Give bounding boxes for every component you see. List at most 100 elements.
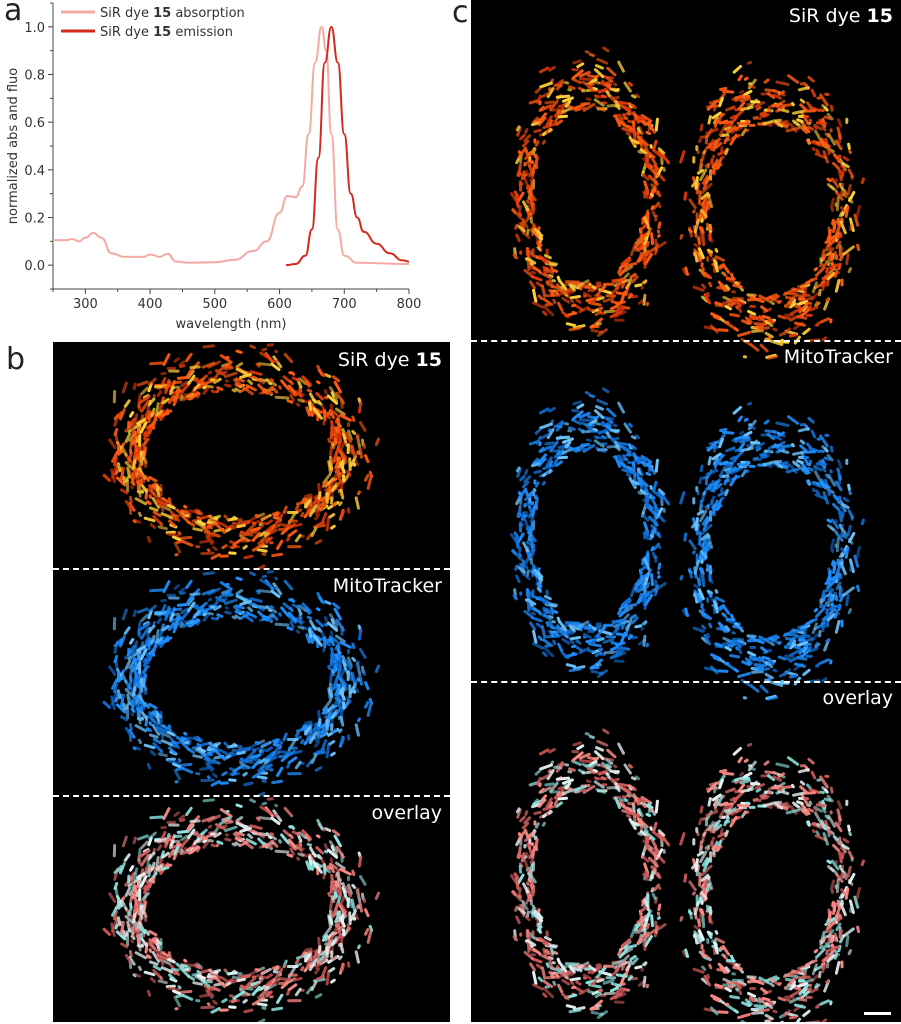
mitochondrion: [657, 562, 662, 570]
mitochondrion: [722, 133, 730, 138]
mitochondrion: [531, 957, 543, 964]
mitochondrion: [805, 313, 813, 317]
mitochondrion: [614, 99, 621, 111]
mitochondrion: [296, 629, 301, 634]
mitochondrion: [620, 256, 632, 266]
mitochondrion: [789, 643, 797, 650]
mitochondrion: [541, 794, 548, 801]
mitochondrion: [542, 103, 556, 110]
mitochondrion: [314, 539, 323, 545]
mitochondrion: [595, 436, 608, 440]
mitochondrion: [529, 175, 535, 182]
mitochondrion: [627, 102, 636, 108]
mitochondrion: [747, 309, 757, 316]
mitochondrion: [652, 480, 658, 493]
mitochondrion: [724, 284, 731, 291]
mitochondrion: [561, 992, 570, 1001]
mitochondrion: [693, 925, 701, 931]
mitochondrion: [646, 494, 650, 503]
mitochondrion: [266, 797, 274, 801]
mitochondrion: [744, 316, 753, 324]
mitochondrion: [530, 521, 534, 527]
mitochondrion: [796, 300, 809, 306]
mitochondrion: [323, 373, 332, 379]
mitochondrion: [584, 732, 590, 736]
panel-c-cell-left-2: [510, 728, 671, 1019]
mitochondrion: [613, 282, 619, 287]
mitochondrion: [724, 138, 731, 142]
mitochondrion: [339, 488, 345, 500]
mitochondrion: [792, 450, 807, 456]
mitochondrion: [701, 231, 706, 247]
mitochondrion: [259, 757, 266, 764]
mitochondrion: [346, 696, 352, 704]
mitochondrion: [768, 295, 781, 305]
mitochondrion: [730, 126, 744, 134]
mitochondrion: [113, 411, 123, 421]
mitochondrion: [609, 304, 620, 311]
mitochondrion: [134, 724, 148, 733]
mitochondrion: [115, 930, 127, 941]
mitochondrion: [192, 527, 204, 532]
mitochondrion: [839, 510, 846, 522]
mitochondrion: [136, 706, 141, 720]
mitochondrion: [151, 723, 161, 736]
mitochondrion: [820, 137, 827, 149]
mitochondrion: [236, 977, 246, 983]
mitochondrion: [121, 381, 128, 394]
mitochondrion: [165, 636, 173, 641]
mitochondrion: [148, 721, 153, 726]
mitochondrion: [766, 696, 779, 701]
mitochondrion: [149, 977, 157, 984]
mitochondrion: [637, 244, 643, 252]
mitochondrion: [763, 112, 770, 118]
mitochondrion: [556, 965, 561, 970]
panel-b-cell-1: [102, 570, 381, 798]
mitochondrion: [741, 319, 751, 325]
mitochondrion: [834, 223, 842, 238]
mitochondrion: [294, 987, 302, 997]
mitochondrion: [112, 910, 118, 921]
mitochondrion: [805, 280, 811, 285]
mitochondrion: [147, 382, 153, 393]
mitochondrion: [559, 962, 568, 973]
mitochondrion: [256, 775, 268, 780]
mitochondrion: [848, 490, 852, 496]
mitochondrion: [830, 548, 835, 553]
mitochondrion: [116, 462, 122, 472]
mitochondrion: [571, 410, 584, 421]
mitochondrion: [328, 485, 332, 492]
mitochondrion: [160, 850, 165, 859]
mitochondrion: [535, 94, 542, 104]
mitochondrion: [649, 505, 653, 510]
mitochondrion: [542, 646, 555, 658]
mitochondrion: [321, 480, 328, 488]
mitochondrion: [530, 121, 542, 127]
mitochondrion: [788, 674, 798, 679]
mitochondrion: [140, 400, 150, 413]
mitochondrion: [725, 125, 737, 133]
mitochondrion: [642, 975, 647, 988]
mitochondrion: [617, 742, 625, 755]
mitochondrion: [576, 62, 585, 69]
mitochondrion: [590, 328, 599, 333]
mitochondrion: [321, 966, 328, 978]
mitochondrion: [356, 887, 361, 898]
mitochondrion: [537, 581, 543, 588]
mitochondrion: [261, 779, 267, 783]
mitochondrion: [251, 531, 261, 542]
mitochondrion: [517, 489, 526, 500]
mitochondrion: [265, 528, 278, 533]
mitochondrion: [195, 999, 201, 1003]
mitochondrion: [342, 474, 346, 483]
mitochondrion: [745, 119, 750, 123]
mitochondrion: [127, 647, 131, 657]
mitochondrion: [324, 477, 335, 488]
mitochondrion: [626, 810, 641, 818]
mitochondrion: [339, 942, 345, 954]
mitochondrion: [540, 966, 547, 980]
mitochondrion: [151, 496, 161, 509]
mitochondrion: [234, 382, 241, 388]
mitochondrion: [699, 464, 704, 473]
mitochondrion: [225, 527, 232, 533]
